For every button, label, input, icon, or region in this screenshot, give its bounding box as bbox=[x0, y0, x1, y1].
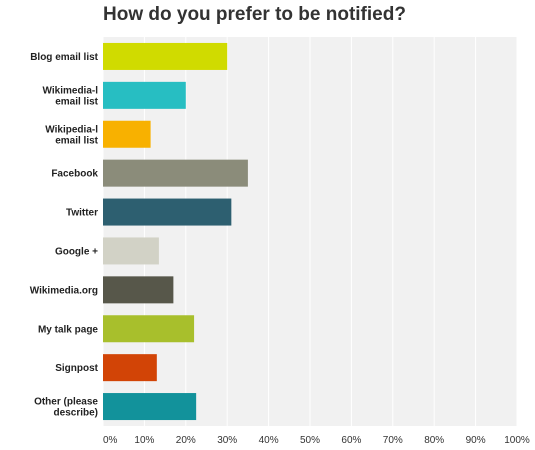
x-tick-label: 20% bbox=[176, 435, 196, 446]
bar bbox=[103, 159, 248, 187]
x-tick-label: 80% bbox=[424, 435, 444, 446]
x-tick-label: 0% bbox=[103, 435, 118, 446]
category-label: My talk page bbox=[38, 324, 98, 335]
bar bbox=[103, 393, 197, 421]
bar bbox=[103, 315, 195, 343]
category-label: Signpost bbox=[55, 363, 98, 374]
x-tick-label: 60% bbox=[341, 435, 361, 446]
category-label: Wikipedia-l email list bbox=[45, 124, 98, 146]
category-label: Google + bbox=[55, 246, 98, 257]
category-label: Facebook bbox=[51, 169, 98, 180]
bar bbox=[103, 120, 151, 148]
category-label: Wikimedia.org bbox=[30, 285, 98, 296]
tick-labels: 0% 10% 20% 30% 40% 50% 60% 70% 80% 90% 100% bbox=[103, 435, 530, 446]
category-label: Blog email list bbox=[30, 52, 98, 63]
bar bbox=[103, 81, 186, 109]
bar bbox=[103, 276, 174, 304]
chart-title: How do you prefer to be notified? bbox=[103, 4, 406, 25]
x-tick-label: 100% bbox=[504, 435, 530, 446]
bar bbox=[103, 198, 232, 226]
category-label: Other (please describe) bbox=[34, 397, 98, 419]
x-tick-label: 90% bbox=[466, 435, 486, 446]
bar bbox=[103, 237, 159, 265]
bar bbox=[103, 42, 228, 70]
bars bbox=[103, 42, 248, 421]
category-label: Twitter bbox=[66, 208, 98, 219]
x-tick-label: 50% bbox=[300, 435, 320, 446]
category-labels: Blog email list Wikimedia-l email list Wiki… bbox=[30, 52, 99, 419]
x-tick-label: 10% bbox=[134, 435, 154, 446]
x-tick-label: 30% bbox=[217, 435, 237, 446]
x-tick-label: 70% bbox=[383, 435, 403, 446]
category-label: Wikimedia-l email list bbox=[43, 85, 99, 107]
x-tick-label: 40% bbox=[259, 435, 279, 446]
bar bbox=[103, 354, 157, 382]
